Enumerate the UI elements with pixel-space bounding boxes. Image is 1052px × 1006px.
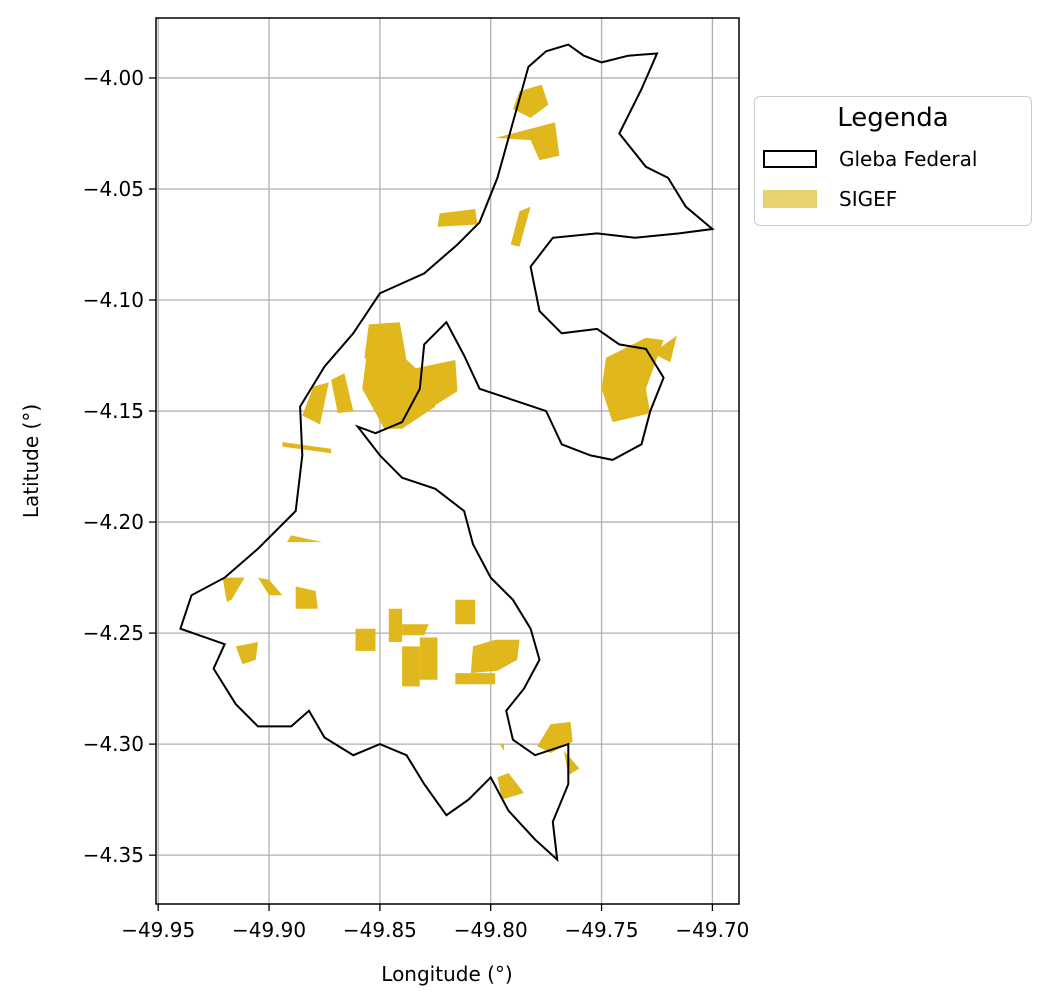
sigef-parcel (437, 209, 478, 227)
y-tick-label: −4.30 (83, 732, 144, 756)
x-tick-label: −49.70 (675, 918, 749, 942)
sigef-parcel (355, 628, 376, 651)
x-axis: −49.95 −49.90 −49.85 −49.80 −49.75 −49.70 (121, 904, 749, 942)
y-tick-label: −4.20 (83, 510, 144, 534)
grid-lines (156, 18, 739, 904)
outline-swatch-icon (763, 150, 817, 168)
x-tick-label: −49.95 (121, 918, 195, 942)
x-tick-label: −49.85 (343, 918, 417, 942)
y-tick-label: −4.05 (83, 177, 144, 201)
sigef-parcel (286, 535, 323, 543)
sigef-parcel (470, 639, 520, 674)
gleba-federal-outline (179, 43, 715, 863)
y-tick-label: −4.25 (83, 621, 144, 645)
sigef-parcel (510, 206, 531, 247)
legend-label-sigef: SIGEF (839, 187, 898, 211)
sigef-parcel (413, 360, 458, 407)
plot-frame (155, 17, 740, 905)
sigef-parcel (563, 750, 580, 776)
x-tick-label: −49.90 (232, 918, 306, 942)
x-tick-label: −49.75 (565, 918, 639, 942)
sigef-parcel (302, 382, 329, 425)
sigef-parcel (402, 624, 429, 636)
sigef-parcel (258, 577, 283, 596)
sigef-parcel (222, 577, 245, 602)
sigef-parcel (652, 335, 677, 363)
sigef-parcel (295, 586, 318, 609)
sigef-parcel (499, 744, 504, 751)
sigef-parcel (495, 122, 560, 161)
legend-item-gleba: Gleba Federal (763, 145, 977, 173)
legend-label-gleba: Gleba Federal (839, 147, 978, 171)
x-axis-title: Longitude (°) (381, 962, 512, 986)
sigef-parcel (455, 673, 496, 685)
sigef-parcel (235, 642, 258, 665)
sigef-parcel (331, 373, 354, 414)
x-tick-label: −49.80 (454, 918, 528, 942)
y-axis-title: Latitude (°) (19, 404, 43, 518)
sigef-parcel (282, 442, 332, 454)
sigef-parcels (222, 84, 677, 800)
legend: Legenda Gleba Federal SIGEF (754, 96, 1032, 226)
sigef-parcel (455, 599, 476, 625)
sigef-parcel (601, 337, 664, 423)
legend-item-sigef: SIGEF (763, 185, 897, 213)
y-axis: −4.00 −4.05 −4.10 −4.15 −4.20 −4.25 −4.30 −4.35 (83, 66, 156, 867)
sigef-parcel (402, 646, 420, 687)
fill-swatch-icon (763, 190, 817, 208)
legend-title: Legenda (837, 103, 949, 133)
y-tick-label: −4.35 (83, 843, 144, 867)
y-tick-label: −4.00 (83, 66, 144, 90)
y-tick-label: −4.10 (83, 288, 144, 312)
sigef-parcel (388, 608, 403, 642)
sigef-parcel (497, 773, 524, 800)
sigef-parcel (419, 637, 438, 680)
y-tick-label: −4.15 (83, 399, 144, 423)
